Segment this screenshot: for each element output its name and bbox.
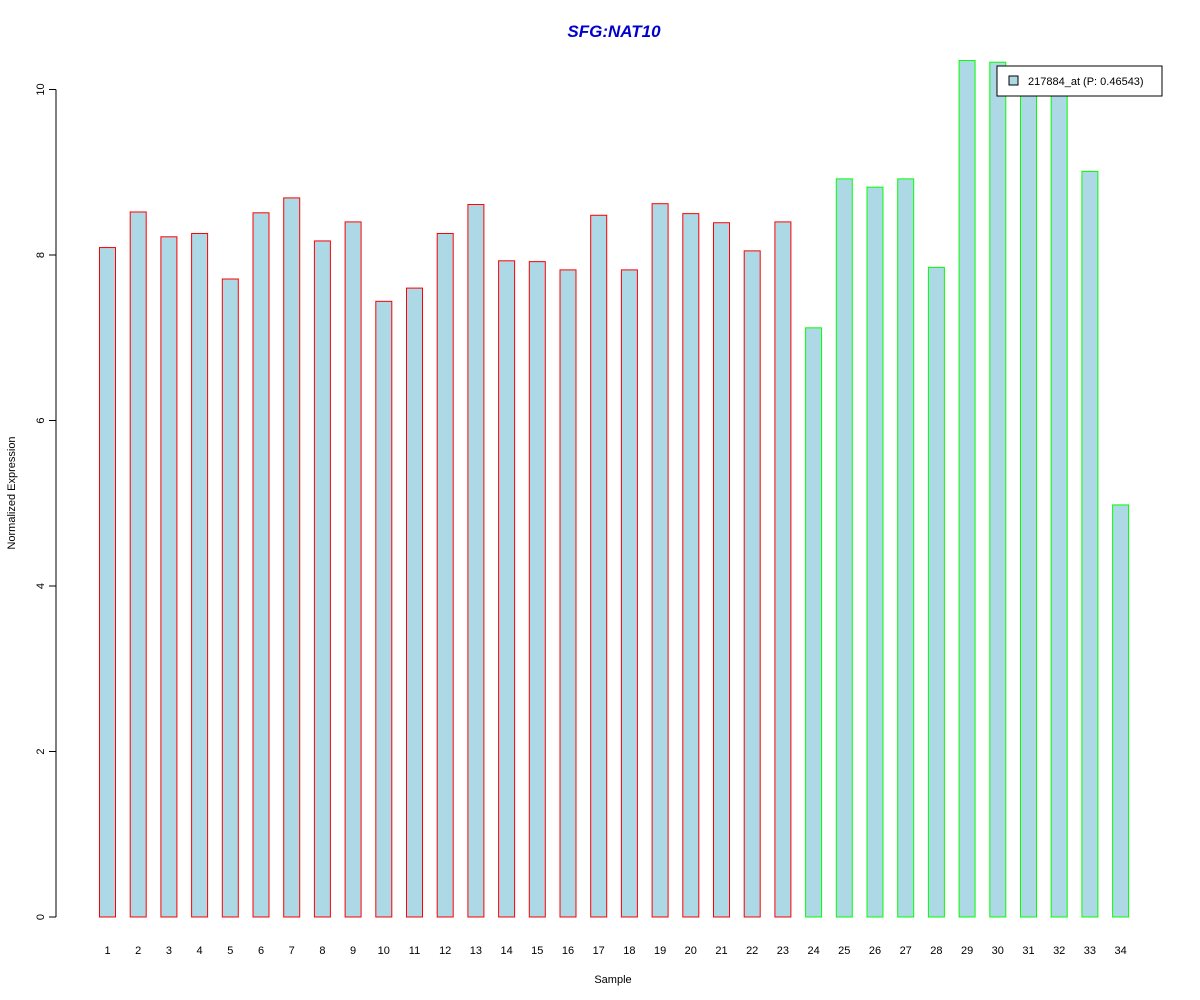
bar-sample-10 bbox=[375, 300, 393, 918]
bar-sample-18 bbox=[620, 269, 638, 918]
bar-sample-13 bbox=[467, 204, 485, 918]
x-tick-label: 34 bbox=[1114, 945, 1126, 957]
x-tick-label: 9 bbox=[350, 945, 356, 957]
x-tick-label: 32 bbox=[1053, 945, 1065, 957]
x-tick-label: 7 bbox=[289, 945, 295, 957]
x-tick-label: 14 bbox=[500, 945, 512, 957]
x-tick-label: 18 bbox=[623, 945, 635, 957]
bar-sample-14 bbox=[498, 260, 516, 918]
bar-sample-12 bbox=[436, 232, 454, 918]
x-tick-label: 27 bbox=[900, 945, 912, 957]
x-tick-label: 1 bbox=[104, 945, 110, 957]
bar-sample-8 bbox=[313, 240, 331, 918]
bar-sample-33 bbox=[1081, 170, 1099, 918]
x-tick-label: 15 bbox=[531, 945, 543, 957]
bar-sample-4 bbox=[191, 232, 209, 918]
bar-sample-34 bbox=[1112, 504, 1130, 918]
x-tick-label: 22 bbox=[746, 945, 758, 957]
bar-sample-26 bbox=[866, 186, 884, 918]
bar-sample-31 bbox=[1020, 93, 1037, 918]
chart-title: SFG:NAT10 bbox=[567, 22, 661, 41]
y-tick-label: 2 bbox=[35, 748, 47, 754]
x-tick-label: 25 bbox=[838, 945, 850, 957]
bar-sample-22 bbox=[743, 250, 761, 918]
bar-sample-3 bbox=[160, 236, 178, 918]
bar-sample-9 bbox=[344, 221, 362, 918]
x-tick-label: 20 bbox=[685, 945, 697, 957]
x-tick-label: 17 bbox=[593, 945, 605, 957]
y-axis-label: Normalized Expression bbox=[6, 436, 18, 549]
x-tick-label: 33 bbox=[1084, 945, 1096, 957]
bar-sample-27 bbox=[897, 178, 915, 918]
y-axis: 0 2 4 6 8 10 bbox=[35, 83, 57, 920]
x-tick-label: 12 bbox=[439, 945, 451, 957]
x-tick-label: 19 bbox=[654, 945, 666, 957]
bar-sample-20 bbox=[682, 213, 700, 918]
y-tick-label: 6 bbox=[35, 417, 47, 423]
bar-sample-16 bbox=[559, 269, 577, 918]
legend-box bbox=[996, 65, 1163, 97]
x-tick-label: 11 bbox=[409, 945, 420, 957]
bar-sample-29 bbox=[958, 60, 976, 918]
bar-sample-19 bbox=[651, 203, 669, 918]
bar-sample-21 bbox=[713, 222, 730, 918]
x-tick-label: 30 bbox=[992, 945, 1004, 957]
x-tick-label: 10 bbox=[378, 945, 390, 957]
y-tick-label: 10 bbox=[35, 83, 47, 95]
x-tick-label: 28 bbox=[930, 945, 942, 957]
x-tick-label: 26 bbox=[869, 945, 881, 957]
x-tick-label: 16 bbox=[562, 945, 574, 957]
bar-sample-7 bbox=[283, 197, 301, 918]
x-tick-label: 4 bbox=[197, 945, 203, 957]
x-tick-label: 6 bbox=[258, 945, 264, 957]
bar-sample-1 bbox=[99, 247, 116, 918]
bar-sample-32 bbox=[1050, 93, 1068, 918]
bar-sample-25 bbox=[835, 178, 853, 918]
x-tick-label: 29 bbox=[961, 945, 973, 957]
x-tick-label: 31 bbox=[1022, 945, 1034, 957]
bar-sample-6 bbox=[252, 212, 270, 918]
x-tick-label: 3 bbox=[166, 945, 172, 957]
bar-sample-2 bbox=[129, 211, 147, 918]
bar-sample-15 bbox=[528, 261, 546, 918]
x-tick-label: 24 bbox=[807, 945, 819, 957]
bar-sample-24 bbox=[805, 327, 823, 918]
bar-sample-23 bbox=[774, 221, 792, 918]
x-tick-label: 13 bbox=[470, 945, 482, 957]
x-tick-label: 21 bbox=[715, 945, 727, 957]
legend-label: 217884_at (P: 0.46543) bbox=[1028, 76, 1144, 88]
x-tick-labels: 1 2 3 4 5 6 7 8 9 10 11 12 13 14 15 16 17 18 19 20 21 22 23 24 2… bbox=[104, 945, 1126, 957]
x-axis-label: Sample bbox=[594, 974, 631, 986]
bar-sample-17 bbox=[590, 214, 608, 918]
bar-sample-28 bbox=[927, 266, 945, 918]
x-tick-label: 5 bbox=[227, 945, 233, 957]
bar-sample-5 bbox=[221, 278, 239, 918]
y-tick-label: 4 bbox=[35, 583, 47, 589]
x-tick-label: 8 bbox=[319, 945, 325, 957]
bar-sample-11 bbox=[406, 287, 423, 918]
legend-swatch bbox=[1008, 75, 1019, 86]
bar-sample-30 bbox=[989, 61, 1007, 918]
bars-group bbox=[99, 60, 1130, 918]
x-tick-label: 2 bbox=[135, 945, 141, 957]
y-tick-label: 8 bbox=[35, 252, 47, 258]
x-tick-label: 23 bbox=[777, 945, 789, 957]
y-tick-label: 0 bbox=[35, 914, 47, 920]
legend: 217884_at (P: 0.46543) bbox=[996, 65, 1163, 97]
